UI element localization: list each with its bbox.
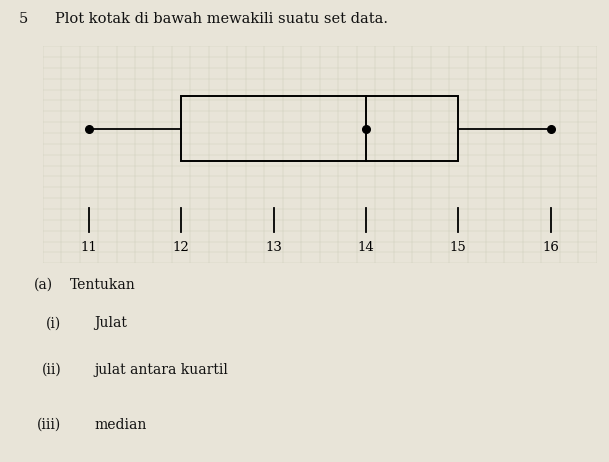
Text: 15: 15 (450, 241, 466, 254)
Text: 5: 5 (18, 12, 27, 25)
Text: Plot kotak di bawah mewakili suatu set data.: Plot kotak di bawah mewakili suatu set d… (55, 12, 388, 25)
Text: 16: 16 (542, 241, 559, 254)
Text: (i): (i) (46, 316, 61, 330)
Text: Tentukan: Tentukan (70, 278, 136, 292)
Text: 13: 13 (265, 241, 282, 254)
Bar (181, 96, 458, 161)
Text: (a): (a) (33, 278, 52, 292)
Text: 12: 12 (173, 241, 189, 254)
Text: 14: 14 (357, 241, 375, 254)
Text: julat antara kuartil: julat antara kuartil (94, 363, 228, 377)
Text: (ii): (ii) (41, 363, 61, 377)
Text: median: median (94, 418, 147, 432)
Text: (iii): (iii) (37, 418, 61, 432)
Text: 11: 11 (80, 241, 97, 254)
Text: Julat: Julat (94, 316, 127, 330)
